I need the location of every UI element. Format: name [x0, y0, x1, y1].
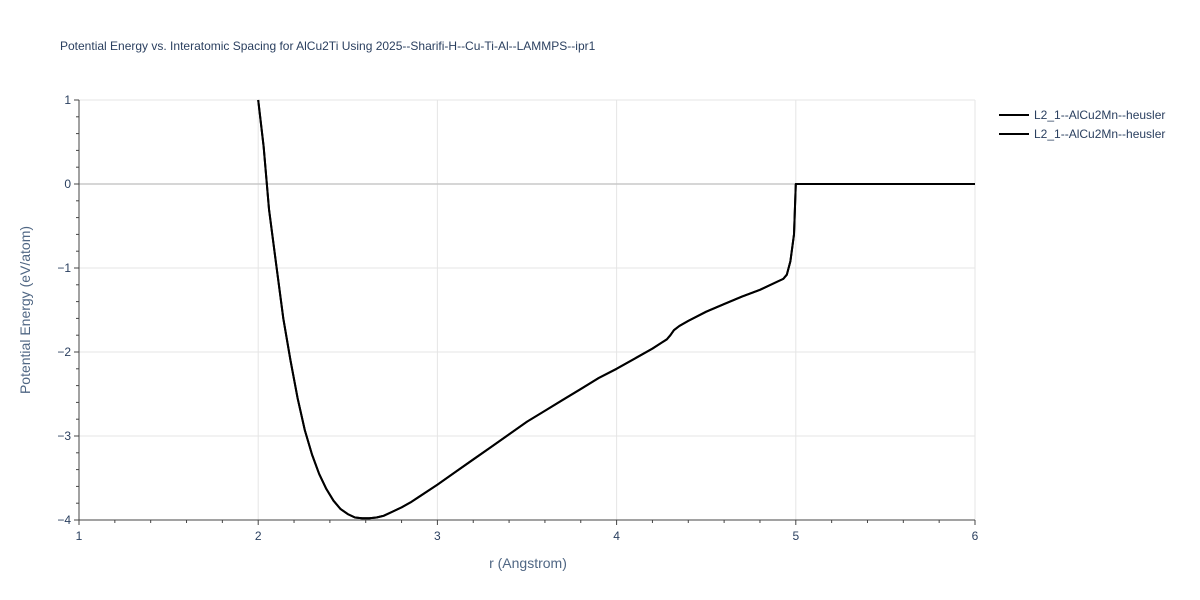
legend-label: L2_1--AlCu2Mn--heusler — [1034, 127, 1165, 141]
x-tick-label: 6 — [972, 529, 979, 543]
x-tick-label: 1 — [76, 529, 83, 543]
series-line-2 — [257, 99, 975, 520]
legend-label: L2_1--AlCu2Mn--heusler — [1034, 108, 1165, 122]
x-axis-title: r (Angstrom) — [489, 555, 567, 571]
x-axis-ticks: 1 2 3 4 5 6 — [76, 520, 979, 543]
x-tick-label: 3 — [434, 529, 441, 543]
legend-item-1[interactable]: L2_1--AlCu2Mn--heusler — [999, 108, 1165, 122]
grid-layer — [79, 99, 976, 520]
y-tick-label: −1 — [57, 261, 71, 275]
legend[interactable]: L2_1--AlCu2Mn--heusler L2_1--AlCu2Mn--heu… — [999, 108, 1165, 141]
x-tick-label: 5 — [792, 529, 799, 543]
y-tick-label: −2 — [57, 345, 71, 359]
x-tick-label: 4 — [613, 529, 620, 543]
y-tick-label: −3 — [57, 429, 71, 443]
y-axis-title: Potential Energy (eV/atom) — [17, 226, 33, 394]
x-tick-label: 2 — [255, 529, 262, 543]
chart-title: Potential Energy vs. Interatomic Spacing… — [60, 39, 596, 53]
y-tick-label: −4 — [57, 513, 71, 527]
axes-layer — [78, 100, 975, 521]
legend-item-2[interactable]: L2_1--AlCu2Mn--heusler — [999, 127, 1165, 141]
y-tick-label: 1 — [64, 93, 71, 107]
y-axis-ticks: 1 0 −1 −2 −3 −4 — [57, 93, 79, 527]
series-layer — [257, 99, 975, 520]
y-tick-label: 0 — [64, 177, 71, 191]
